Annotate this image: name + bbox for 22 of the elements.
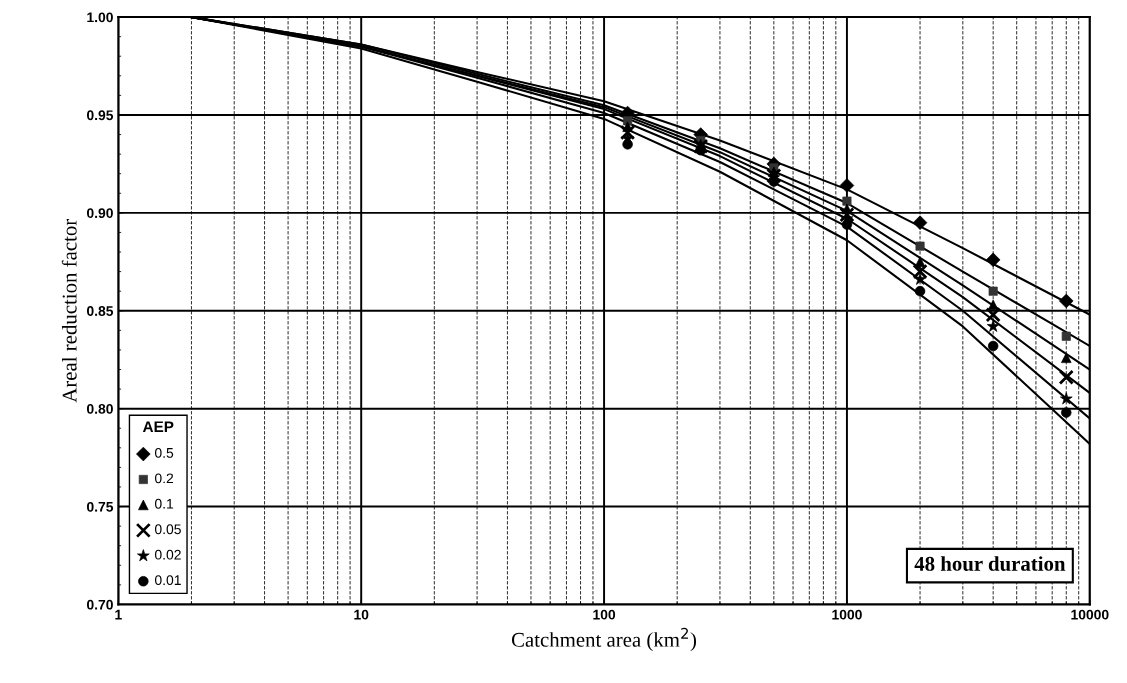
y-tick-label: 0.90 (86, 208, 113, 219)
y-tick-label: 0.80 (86, 404, 113, 414)
y-tick-label: 0.95 (86, 110, 114, 121)
x-tick-label: 1 (115, 609, 122, 620)
x-axis-title: Catchment area (km$^{2}$) (511, 627, 697, 652)
y-tick-label: 1.00 (87, 12, 113, 23)
y-tick-label: 0.70 (86, 599, 113, 610)
y-tick-label: 0.85 (86, 306, 114, 316)
x-tick-label: 1000 (832, 609, 862, 620)
legend-label: 0.1 (154, 498, 174, 509)
legend-title: AEP (142, 421, 174, 432)
y-axis-title: Areal reduction factor (61, 218, 77, 403)
legend-label: 0.01 (154, 575, 181, 586)
legend-label: 0.5 (154, 447, 174, 458)
annotation: 48 hour duration (914, 556, 1066, 571)
x-tick-label: 10 (354, 609, 369, 620)
legend-label: 0.02 (154, 549, 181, 560)
y-tick-label: 0.75 (86, 501, 114, 512)
x-tick-label: 10000 (1071, 609, 1109, 620)
legend-label: 0.2 (154, 473, 174, 484)
legend-label: 0.05 (154, 524, 181, 535)
x-tick-label: 100 (593, 609, 616, 620)
